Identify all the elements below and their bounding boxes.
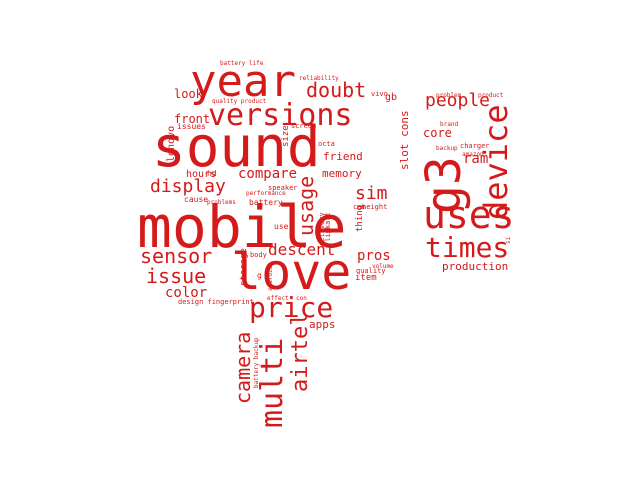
word-slot-cons: slot cons [398,110,411,170]
word-android: android [267,265,274,291]
word-cam: cam [353,203,366,211]
word-people: people [425,90,491,111]
word-quality: quality [356,267,386,275]
word-vivo: vivo [371,90,388,98]
word-issues: issues [177,122,206,131]
word-friend: friend [323,150,363,163]
word-ram: ram [463,151,489,167]
word-use: use [274,222,289,231]
word-g: g [257,271,262,280]
word-product: product [478,92,504,99]
word-camera: camera [231,331,255,404]
word-versions: versions [208,98,353,133]
word-production: production [442,260,509,273]
word-volume: volume [372,263,394,270]
word-gb: gb [385,92,398,103]
word-battery-backup: battery backup [253,337,260,388]
word-multi: multi [255,337,290,428]
word-usage: usage [294,175,318,236]
word-pros: pros [357,248,391,264]
word-amazon: amazon [462,151,484,158]
word-hours: hours [186,169,217,180]
word-battery: battery [249,198,283,207]
word-backup: backup [436,145,458,152]
word-color: color [165,285,208,301]
word-lenovo: lenovo [166,125,177,162]
word-cause: cause [184,195,209,204]
word-year: year [190,56,296,107]
word-si: si [505,236,512,244]
word-times: times [425,231,510,264]
word-compare: compare [238,166,298,182]
word-size: size [281,125,291,147]
word-charger: charger [460,142,490,150]
word-uses: uses [423,193,515,237]
word-problems: problems [207,199,236,206]
word-descent: descent [268,240,336,259]
word-core: core [423,126,452,140]
word-love: love [231,243,352,301]
word-display: display [150,176,226,197]
word-doubt: doubt [306,78,367,102]
word-issue: issue [146,264,207,288]
word-hd: hd [207,169,217,178]
word-look: look [174,87,203,101]
word-performance: performance [246,190,286,197]
word-storage: storage [239,248,249,286]
word-battery-life: battery life [220,60,264,67]
word-brand: brand [440,121,459,128]
word-sensor: sensor [140,244,213,268]
word-octa: octa [318,140,335,148]
word-quality-product: quality product [212,98,267,105]
word-apps: apps [309,318,336,331]
word-front: front [174,112,211,126]
word-sound: sound [152,115,321,180]
word-effect: effect [267,295,289,302]
word-item: item [355,273,377,283]
word-design-fingerprint: design fingerprint [178,298,254,306]
word-flipkart: flipkart [324,212,332,246]
word-sim: sim [355,183,388,204]
word-memory: memory [322,167,362,180]
word-problem: problem [436,92,462,99]
word-reliability: reliability [299,75,339,82]
word-con: con [296,295,307,302]
word-height: height [362,203,388,211]
word-mobile: mobile [137,193,347,261]
word-screen: screen [291,122,317,130]
word-price: price [249,291,334,324]
word-speaker: speaker [268,184,298,192]
word-body: body [250,251,267,259]
